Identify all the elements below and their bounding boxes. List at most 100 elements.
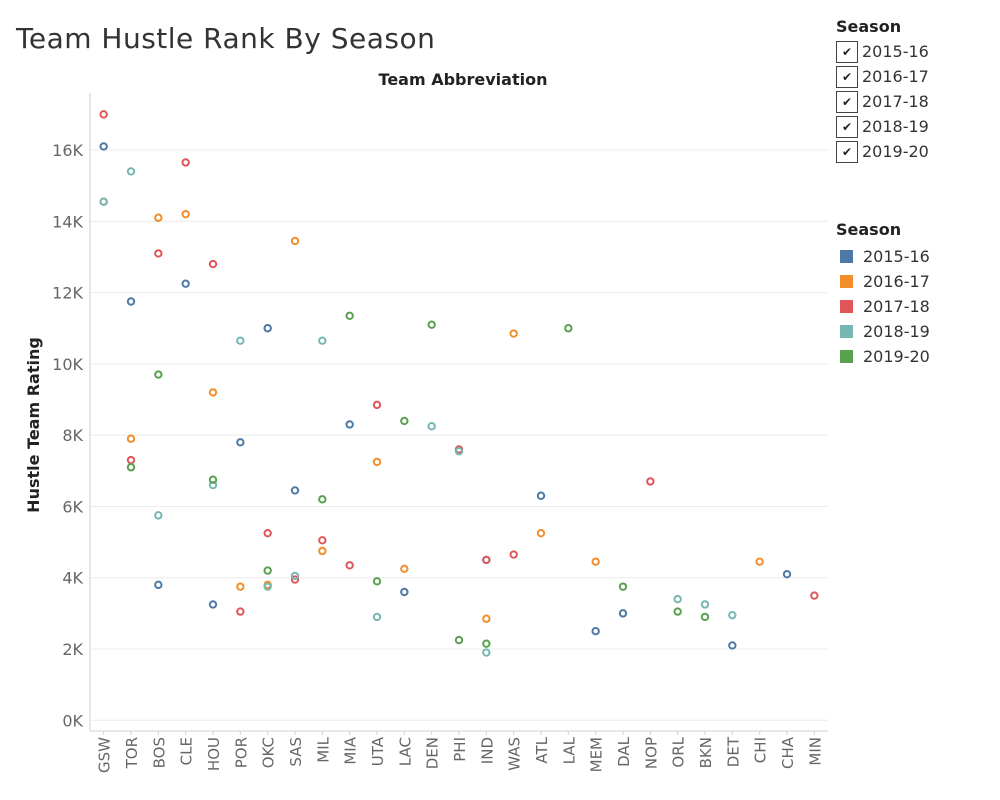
season-filter-label: 2017-18 [862,92,929,111]
data-point-2017-18-MIL [318,536,327,545]
x-tick-label: CLE [178,737,196,765]
data-point-2019-20-LAC [400,416,409,426]
x-tick-label: LAC [396,737,414,766]
legend-swatch [840,250,853,263]
y-tick-label: 0K [62,711,83,730]
data-point-2016-17-BOS [154,213,163,222]
data-point-2019-20-BKN [700,612,710,622]
season-filter: ✔ 2015-16 ✔ 2016-17 ✔ 2017-18 ✔ 2018-19 ✔ 2019-20 [836,39,929,164]
data-point-2015-16-MEM [591,627,600,636]
x-tick-label: OKC [260,737,278,768]
chart-title: Team Hustle Rank By Season [16,22,436,55]
x-tick-label: MEM [588,737,606,772]
data-point-2018-19-UTA [372,612,382,622]
data-point-2018-19-PHI [454,447,464,456]
data-point-2017-18-TOR [126,455,136,465]
y-tick-label: 10K [52,355,83,374]
data-point-2019-20-LAL [564,324,573,333]
x-tick-label: BOS [150,737,168,768]
data-point-2019-20-HOU [208,475,218,484]
data-point-2019-20-MIL [318,495,327,504]
scatter-chart: Team Abbreviation Hustle Team Rating 0K 2K 4… [24,70,828,773]
season-filter-item-2019-20[interactable]: ✔ 2019-20 [836,139,929,164]
x-tick-label: GSW [96,737,114,773]
x-tick-label: LAL [560,736,578,764]
data-point-2018-19-IND [482,648,491,657]
season-filter-label: 2016-17 [862,67,929,86]
data-point-2018-19-BKN [700,600,710,609]
season-filter-item-2015-16[interactable]: ✔ 2015-16 [836,39,929,64]
x-tick-label: UTA [369,736,387,766]
legend-swatch [840,300,853,313]
data-point-2016-17-CLE [181,209,190,219]
season-legend: 2015-16 2016-17 2017-18 2018-19 2019-20 [840,244,930,369]
data-point-2018-19-DET [728,610,737,620]
season-filter-label: 2019-20 [862,142,929,161]
legend-label: 2016-17 [863,272,930,291]
data-point-2015-16-SAS [290,486,300,495]
data-point-2017-18-BOS [154,249,163,258]
legend-label: 2018-19 [863,322,930,341]
checkbox[interactable]: ✔ [836,65,858,88]
data-point-2019-20-ORL [673,607,682,616]
legend-item-2016-17: 2016-17 [840,269,930,294]
x-tick-label: WAS [506,737,524,771]
x-tick-label: POR [232,737,250,768]
data-point-2015-16-HOU [208,600,218,609]
data-point-2015-16-MIA [345,420,354,429]
data-point-2018-19-MIL [318,336,327,345]
y-tick-label: 16K [52,141,83,160]
data-point-2018-19-DEN [427,422,436,431]
data-point-2019-20-UTA [372,577,382,586]
x-tick-label: TOR [123,737,141,769]
legend-swatch [840,350,853,363]
data-point-2015-16-ATL [536,491,546,500]
y-tick-label: 12K [52,284,83,303]
data-point-2019-20-DEN [427,320,436,329]
legend-item-2017-18: 2017-18 [840,294,930,319]
data-point-2016-17-WAS [509,329,518,338]
season-filter-title: Season [836,17,902,36]
data-point-2016-17-MIL [318,546,327,556]
data-point-2015-16-GSW [99,142,108,151]
data-point-2017-18-MIA [345,561,354,570]
data-point-2015-16-POR [236,438,245,447]
data-point-2017-18-SAS [290,575,300,584]
checkbox[interactable]: ✔ [836,40,858,63]
legend-item-2018-19: 2018-19 [840,319,930,344]
season-filter-item-2017-18[interactable]: ✔ 2017-18 [836,89,929,114]
data-point-2016-17-HOU [208,388,218,397]
x-tick-label: PHI [451,737,469,762]
x-tick-label: BKN [697,737,715,768]
legend-item-2015-16: 2015-16 [840,244,930,269]
data-point-2018-19-SAS [290,571,300,581]
checkbox[interactable]: ✔ [836,140,858,163]
season-filter-item-2018-19[interactable]: ✔ 2018-19 [836,114,929,139]
x-tick-label: ATL [533,736,551,763]
x-axis-label: Team Abbreviation [379,70,548,89]
y-axis-label: Hustle Team Rating [24,337,43,513]
data-point-2015-16-OKC [263,324,272,333]
data-point-2018-19-TOR [126,167,136,176]
data-point-2016-17-TOR [126,434,136,443]
data-point-2017-18-WAS [509,550,518,559]
data-point-2016-17-CHI [755,557,764,566]
data-point-2017-18-UTA [372,400,382,410]
data-point-2019-20-OKC [263,566,272,575]
data-point-2017-18-HOU [208,259,218,269]
x-tick-label: DEN [424,737,442,769]
data-point-2017-18-NOP [646,477,655,486]
data-point-2017-18-CLE [181,158,190,167]
y-tick-label: 14K [52,212,83,231]
data-point-2019-20-PHI [454,635,464,645]
data-point-2015-16-BOS [154,580,163,590]
data-point-2018-19-OKC [263,582,272,591]
x-tick-label: MIL [314,736,332,762]
y-tick-label: 6K [62,497,83,516]
season-filter-item-2016-17[interactable]: ✔ 2016-17 [836,64,929,89]
checkbox[interactable]: ✔ [836,115,858,138]
x-tick-label: ORL [670,736,688,767]
data-point-2016-17-SAS [290,236,300,246]
checkbox[interactable]: ✔ [836,90,858,113]
x-tick-label: DAL [615,736,633,767]
